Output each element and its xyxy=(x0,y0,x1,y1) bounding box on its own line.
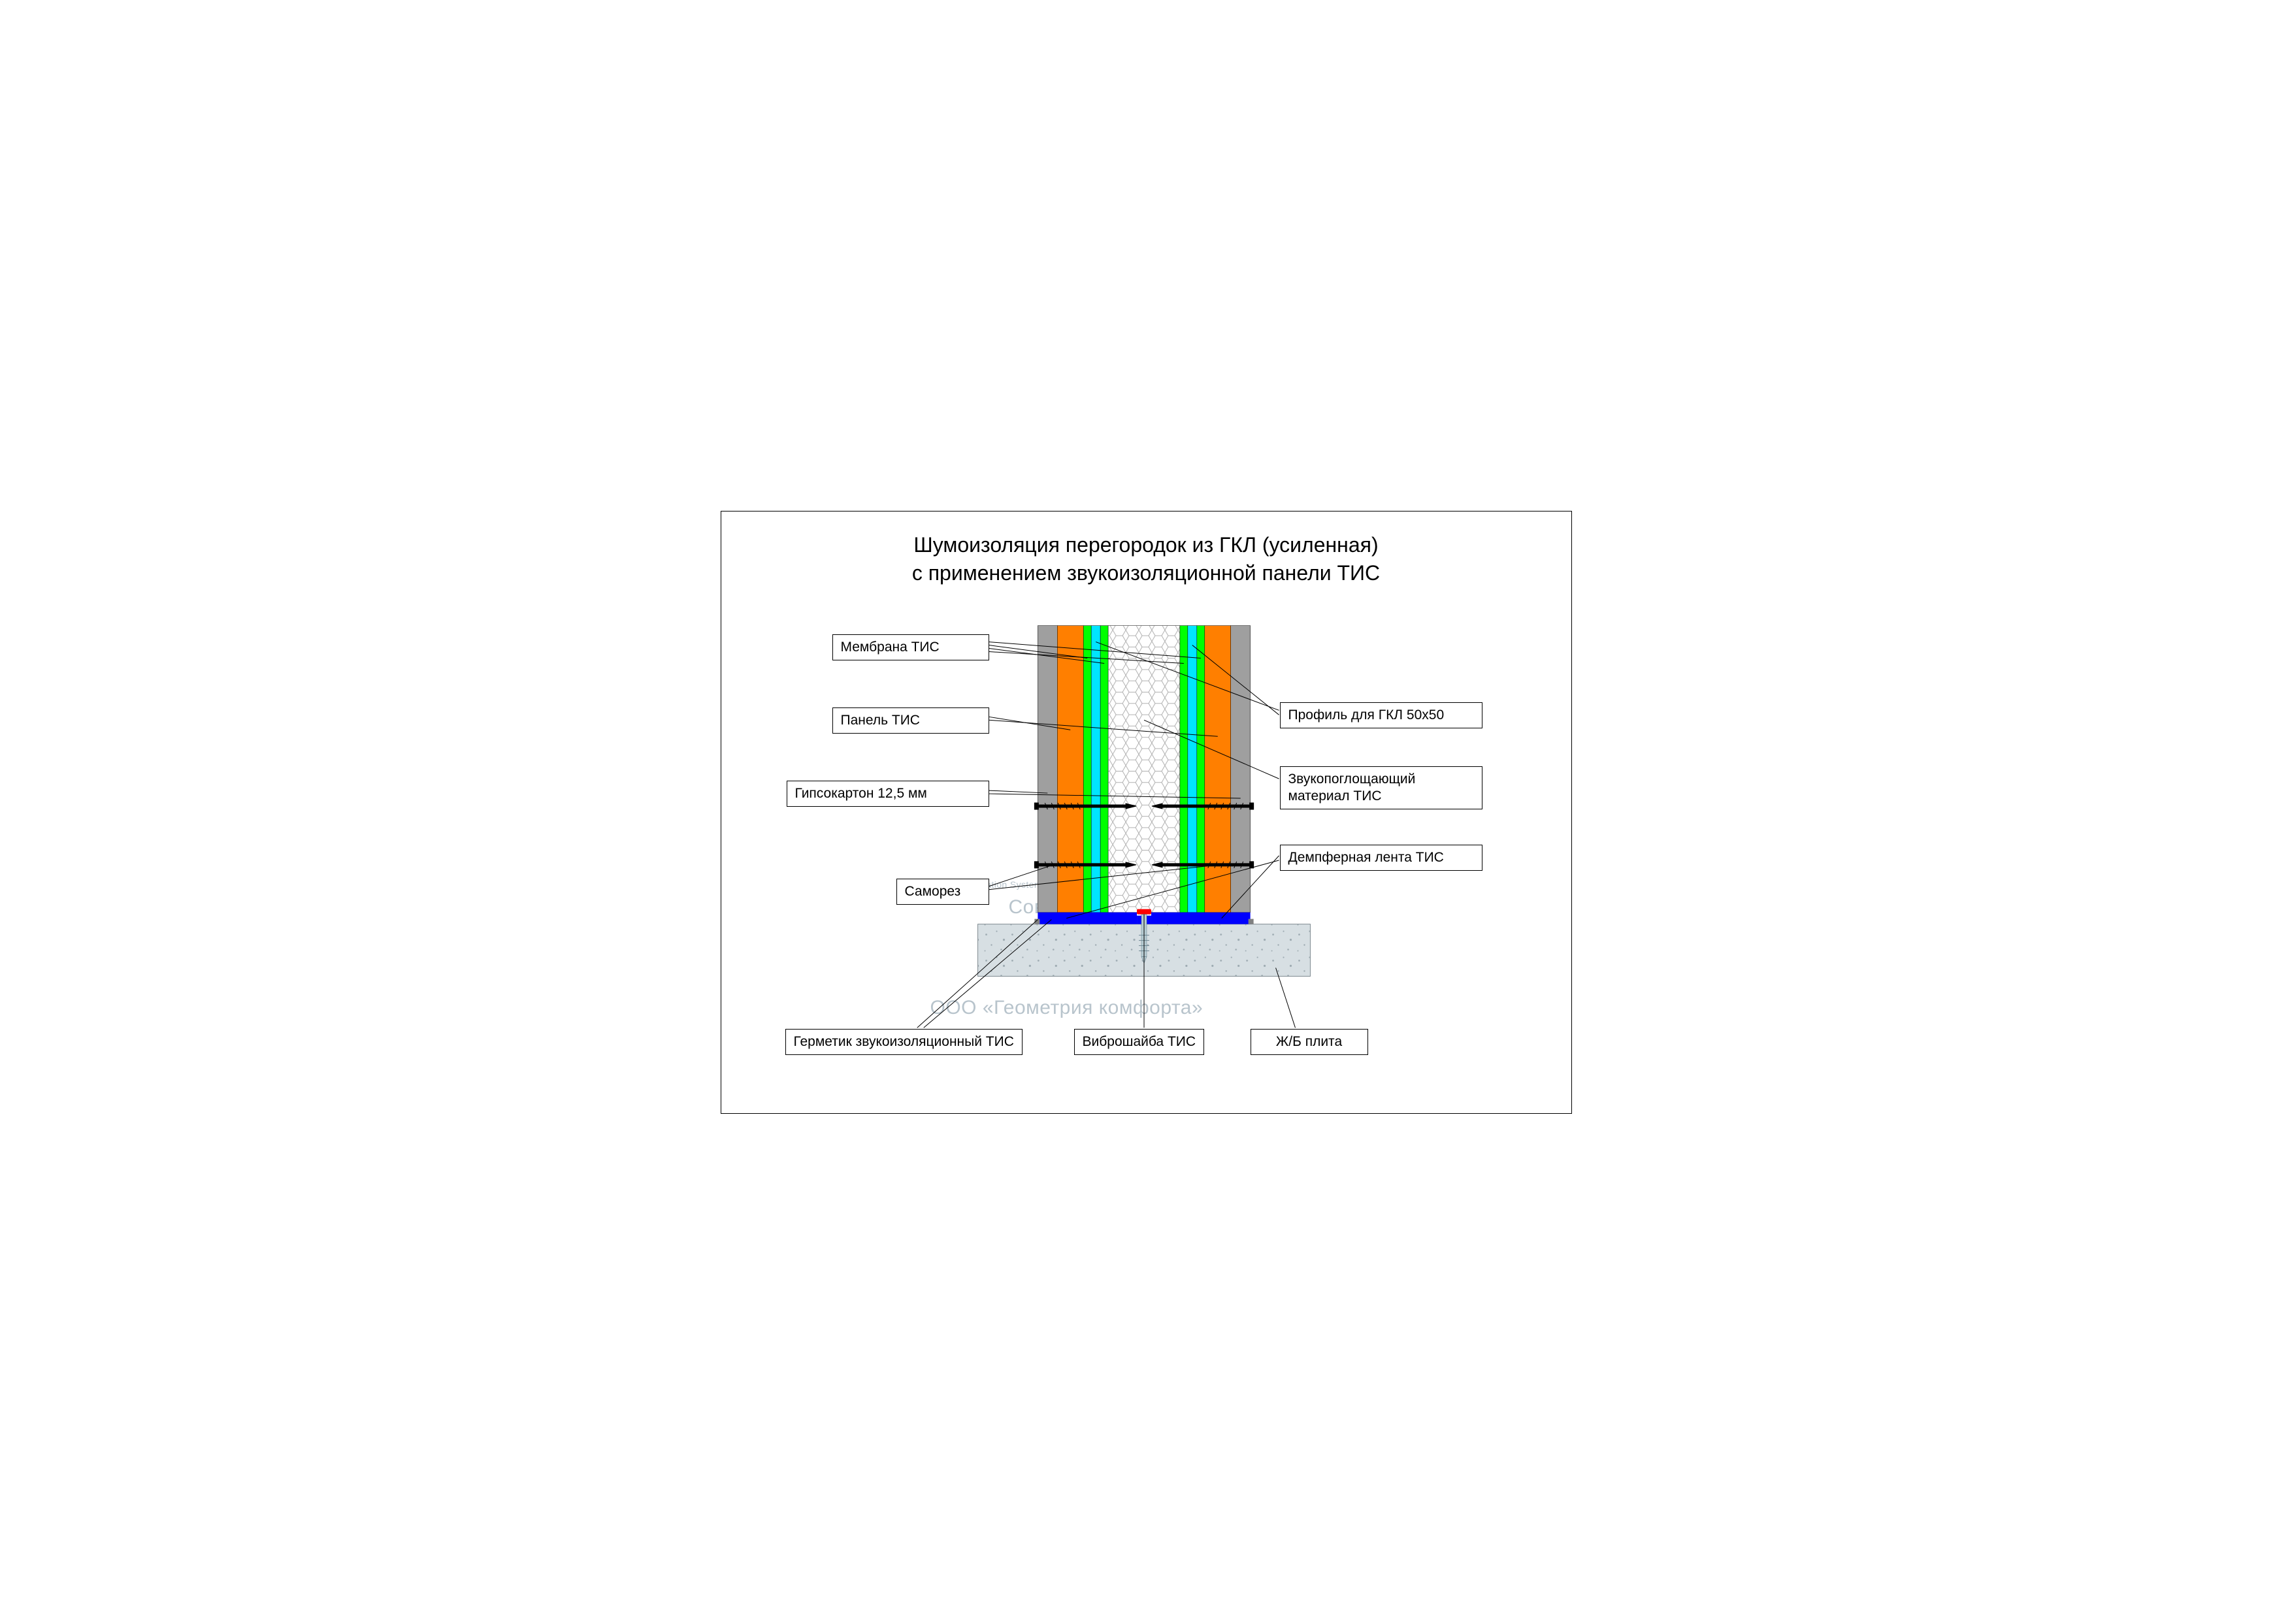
layer-absorber xyxy=(1108,625,1180,912)
callout-absorber: Звукопоглощающий материал ТИС xyxy=(1280,766,1482,810)
layer-mem-r2 xyxy=(1179,625,1187,912)
screw-r1-right xyxy=(1151,803,1253,809)
anchor-shaft xyxy=(1141,914,1147,956)
damper-tape-center-back xyxy=(1137,915,1151,924)
vibro-washer-cap xyxy=(1137,909,1151,914)
layer-mem-l1 xyxy=(1083,625,1091,912)
layer-profile-left xyxy=(1091,625,1100,912)
diagram-svg xyxy=(721,512,1571,1113)
callout-vibro: Виброшайба ТИС xyxy=(1074,1029,1205,1055)
damper-tape-right xyxy=(1151,912,1250,924)
concrete-slab xyxy=(977,924,1310,976)
diagram-title: Шумоизоляция перегородок из ГКЛ (усиленн… xyxy=(721,531,1571,587)
screw-r2-right xyxy=(1151,861,1253,868)
layer-panel-left xyxy=(1057,625,1083,912)
layer-mem-r1 xyxy=(1196,625,1204,912)
watermark-big-1: Современные xyxy=(1009,892,1203,923)
sealant-left xyxy=(1034,918,1040,924)
leader-lines xyxy=(917,641,1295,1028)
callout-screw: Саморез xyxy=(896,879,989,905)
layer-gypsum-right xyxy=(1230,625,1250,912)
layer-panel-right xyxy=(1204,625,1230,912)
callout-membrane: Мембрана ТИС xyxy=(832,634,989,660)
diagram-page: Шумоизоляция перегородок из ГКЛ (усиленн… xyxy=(721,511,1572,1114)
callout-slab: Ж/Б плита xyxy=(1251,1029,1368,1055)
screw-r1-left xyxy=(1034,803,1136,809)
screws xyxy=(1034,803,1253,868)
layer-mem-l2 xyxy=(1100,625,1108,912)
callout-panel-tis: Панель ТИС xyxy=(832,707,989,734)
watermark-company: ООО «Геометрия комфорта» xyxy=(930,992,1203,1024)
callout-damper: Демпферная лента ТИС xyxy=(1280,845,1482,871)
title-line-1: Шумоизоляция перегородок из ГКЛ (усиленн… xyxy=(913,533,1378,557)
watermark-big-3: Системы xyxy=(1035,954,1203,986)
anchor-tip xyxy=(1141,956,1147,963)
sealant-right xyxy=(1248,918,1253,924)
damper-tape-left xyxy=(1038,912,1137,924)
watermark-big-2: Изоляционные xyxy=(1009,923,1203,954)
callout-gypsum: Гипсокартон 12,5 мм xyxy=(787,781,989,807)
wall-assembly xyxy=(1038,625,1250,912)
layer-profile-right xyxy=(1187,625,1196,912)
layer-gypsum-left xyxy=(1038,625,1057,912)
screw-r2-left xyxy=(1034,861,1136,868)
anchor-assembly xyxy=(1137,909,1151,963)
title-line-2: с применением звукоизоляционной панели Т… xyxy=(912,561,1380,585)
anchor-ribs xyxy=(1139,935,1149,950)
callout-sealant: Герметик звукоизоляционный ТИС xyxy=(785,1029,1023,1055)
callout-profile: Профиль для ГКЛ 50х50 xyxy=(1280,702,1482,728)
